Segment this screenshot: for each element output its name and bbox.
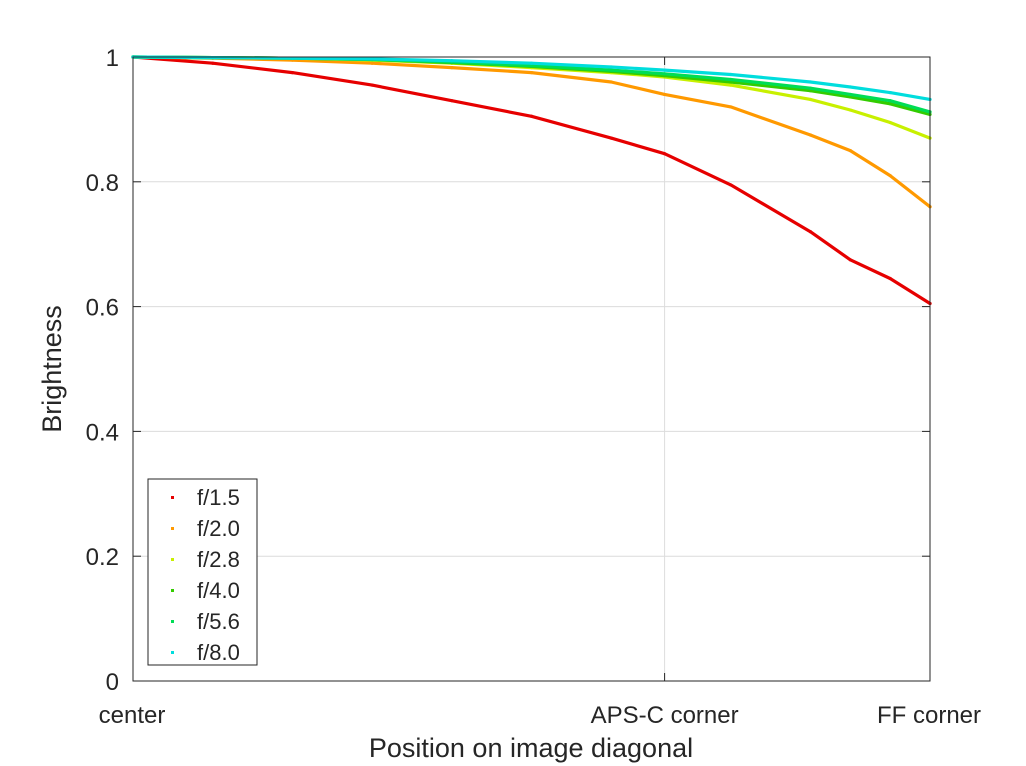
x-axis-title: Position on image diagonal	[369, 733, 693, 763]
data-point	[729, 105, 733, 109]
legend-label: f/4.0	[197, 578, 240, 603]
data-point	[888, 99, 892, 103]
data-point	[808, 86, 813, 90]
grid-lines	[133, 57, 930, 681]
legend-marker	[171, 558, 174, 561]
data-point	[848, 85, 852, 89]
data-point	[808, 230, 813, 234]
data-point	[729, 183, 733, 187]
data-point	[888, 120, 892, 125]
data-point	[848, 92, 852, 97]
legend-items: f/1.5 f/2.0 f/2.8 f/4.0 f/5.6 f/8.0	[171, 485, 240, 665]
legend-marker	[171, 527, 174, 530]
legend-marker	[171, 651, 174, 654]
data-point	[729, 72, 733, 77]
data-point	[529, 64, 534, 68]
data-point	[662, 72, 667, 76]
y-tick-label: 0.6	[86, 295, 119, 322]
data-point	[450, 99, 454, 103]
data-point	[370, 83, 374, 87]
legend-marker	[171, 496, 174, 499]
data-point	[888, 276, 892, 281]
x-tick-label: FF corner	[877, 702, 981, 729]
legend-marker	[171, 620, 174, 623]
legend-label: f/5.6	[197, 609, 240, 634]
legend-label: f/2.0	[197, 516, 240, 541]
legend-label: f/8.0	[197, 640, 240, 665]
series-layer	[131, 55, 932, 306]
plot-frame	[132, 56, 931, 682]
y-tick-label: 0.8	[86, 170, 119, 197]
y-tick-label: 0.4	[86, 419, 119, 446]
y-tick-label: 1	[106, 45, 119, 72]
data-point	[450, 66, 454, 70]
y-tick-label: 0	[106, 669, 119, 696]
data-point	[808, 133, 813, 137]
axis-ticks	[132, 56, 931, 682]
data-point	[609, 80, 613, 84]
tick-labels: 0 0.2 0.4 0.6 0.8 1 center APS-C corner FF corne…	[86, 45, 981, 729]
x-tick-label: center	[99, 702, 166, 729]
data-point	[808, 80, 813, 84]
data-point	[888, 90, 892, 95]
data-point	[662, 152, 667, 156]
x-tick-label: APS-C corner	[591, 702, 739, 729]
data-point	[729, 77, 733, 82]
legend-label: f/2.8	[197, 547, 240, 572]
data-point	[848, 149, 852, 153]
data-point	[662, 92, 667, 97]
data-point	[211, 61, 215, 65]
data-point	[529, 114, 534, 118]
data-point	[609, 65, 613, 69]
data-point	[529, 71, 534, 75]
legend-label: f/1.5	[197, 485, 240, 510]
data-point	[370, 61, 374, 65]
data-point	[370, 57, 374, 61]
data-point	[808, 97, 813, 102]
data-point	[529, 61, 534, 65]
y-axis-title: Brightness	[37, 305, 67, 433]
data-point	[888, 173, 892, 178]
data-point	[848, 258, 852, 262]
data-point	[609, 136, 613, 140]
data-point	[729, 83, 733, 87]
legend: f/1.5 f/2.0 f/2.8 f/4.0 f/5.6 f/8.0	[147, 478, 258, 666]
y-tick-label: 0.2	[86, 544, 119, 571]
data-point	[450, 59, 454, 63]
data-point	[848, 108, 852, 112]
data-point	[888, 102, 892, 106]
data-point	[662, 68, 667, 72]
legend-marker	[171, 589, 174, 592]
legend-box	[147, 478, 258, 666]
data-point	[290, 71, 294, 75]
data-point	[609, 68, 613, 72]
